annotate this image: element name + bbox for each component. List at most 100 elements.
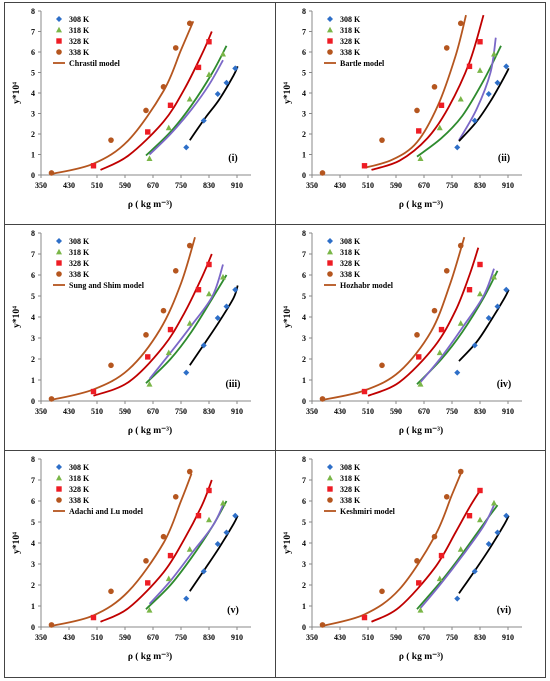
x-tick-label: 910	[502, 181, 514, 190]
y-tick-label: 5	[302, 292, 306, 301]
y-tick-label: 6	[31, 497, 35, 506]
data-point-338k	[186, 20, 193, 27]
y-axis-title: y*10⁴	[283, 532, 293, 554]
data-point-328k	[416, 128, 422, 134]
data-point-318k	[457, 320, 464, 326]
x-tick-label: 670	[418, 633, 430, 642]
y-tick-label: 5	[31, 69, 35, 78]
x-tick-label: 830	[203, 407, 215, 416]
model-curve	[189, 285, 239, 366]
data-point-318k	[186, 546, 193, 552]
data-point-338k	[379, 362, 385, 369]
y-tick-label: 2	[31, 581, 35, 590]
model-curve	[51, 20, 195, 175]
x-tick-label: 750	[175, 633, 187, 642]
legend-label: 328 K	[69, 259, 90, 268]
legend-label: 318 K	[69, 474, 90, 483]
y-tick-label: 3	[31, 334, 35, 343]
data-point-308k	[223, 303, 230, 310]
y-tick-label: 0	[31, 397, 35, 406]
legend-label: 308 K	[340, 463, 361, 472]
legend-marker-328k	[56, 260, 62, 266]
data-point-338k	[172, 494, 179, 500]
data-point-338k	[319, 170, 326, 176]
data-point-338k	[143, 332, 149, 338]
y-tick-label: 1	[302, 376, 306, 385]
data-point-318k	[417, 381, 424, 387]
model-curve	[419, 504, 495, 609]
data-point-328k	[90, 614, 97, 621]
model-curve	[100, 479, 213, 623]
data-point-328k	[361, 614, 368, 621]
legend-label: 328 K	[69, 485, 90, 494]
legend-label-model: Adachi and Lu model	[69, 507, 144, 516]
data-point-338k	[48, 622, 55, 628]
x-tick-label: 510	[362, 633, 374, 642]
x-tick-label: 350	[306, 633, 318, 642]
data-point-338k	[457, 242, 464, 249]
legend-label: 308 K	[340, 15, 361, 24]
data-point-338k	[108, 137, 114, 143]
x-axis-title: ρ ( kg m⁻³)	[399, 651, 443, 662]
x-tick-label: 830	[474, 181, 486, 190]
y-tick-label: 7	[31, 250, 35, 259]
x-tick-label: 510	[91, 181, 103, 190]
data-point-338k	[172, 268, 179, 274]
legend-label: 308 K	[340, 237, 361, 246]
data-point-338k	[414, 558, 420, 564]
x-tick-label: 910	[502, 407, 514, 416]
data-point-328k	[477, 39, 483, 45]
data-point-318k	[491, 499, 497, 506]
legend-label-model: Bartle model	[340, 59, 385, 68]
legend-label: 318 K	[340, 26, 361, 35]
panel-label: (vi)	[497, 605, 511, 616]
y-tick-label: 0	[302, 171, 306, 180]
y-tick-label: 3	[302, 110, 306, 119]
data-point-318k	[220, 273, 226, 280]
grid-divider-horizontal-2	[4, 450, 546, 451]
x-tick-label: 830	[474, 407, 486, 416]
data-point-318k	[186, 95, 193, 102]
data-point-308k	[232, 512, 239, 519]
data-point-328k	[477, 487, 483, 494]
x-tick-label: 670	[147, 181, 159, 190]
data-point-338k	[143, 558, 149, 564]
model-curve	[371, 490, 481, 623]
data-point-308k	[200, 342, 207, 349]
y-tick-label: 3	[31, 560, 35, 569]
model-curve	[371, 14, 485, 171]
data-point-328k	[145, 129, 151, 135]
model-curve	[322, 236, 466, 401]
legend-marker-308k	[327, 16, 333, 22]
x-tick-label: 430	[63, 633, 75, 642]
data-point-308k	[485, 315, 492, 322]
model-curve	[419, 268, 495, 383]
data-point-318k	[417, 607, 424, 613]
model-curve	[189, 66, 239, 141]
data-point-318k	[146, 381, 153, 387]
x-tick-label: 430	[63, 407, 75, 416]
data-point-318k	[436, 575, 443, 582]
data-point-308k	[494, 303, 501, 310]
legend-label-model: Sung and Shim model	[69, 281, 145, 290]
data-point-318k	[457, 95, 464, 102]
data-point-318k	[477, 516, 483, 523]
model-curve	[93, 253, 213, 397]
data-point-338k	[443, 45, 450, 51]
data-point-308k	[214, 91, 221, 98]
data-point-328k	[145, 354, 151, 360]
y-tick-label: 6	[302, 497, 306, 506]
y-tick-label: 5	[31, 518, 35, 527]
chart-panel-ii: 0 1 2 3 4 5 6 7 8 350 430 510 590 670 750 830 910 ρ ( kg …	[283, 7, 522, 210]
x-tick-label: 350	[35, 181, 47, 190]
y-tick-label: 0	[31, 171, 35, 180]
data-point-338k	[443, 268, 450, 274]
data-point-328k	[416, 580, 422, 586]
data-point-318k	[146, 155, 153, 161]
legend-label: 318 K	[69, 248, 90, 257]
legend-label: 308 K	[69, 237, 90, 246]
data-point-338k	[48, 396, 55, 402]
data-point-328k	[206, 39, 212, 45]
x-tick-label: 750	[175, 407, 187, 416]
data-point-308k	[223, 79, 230, 86]
